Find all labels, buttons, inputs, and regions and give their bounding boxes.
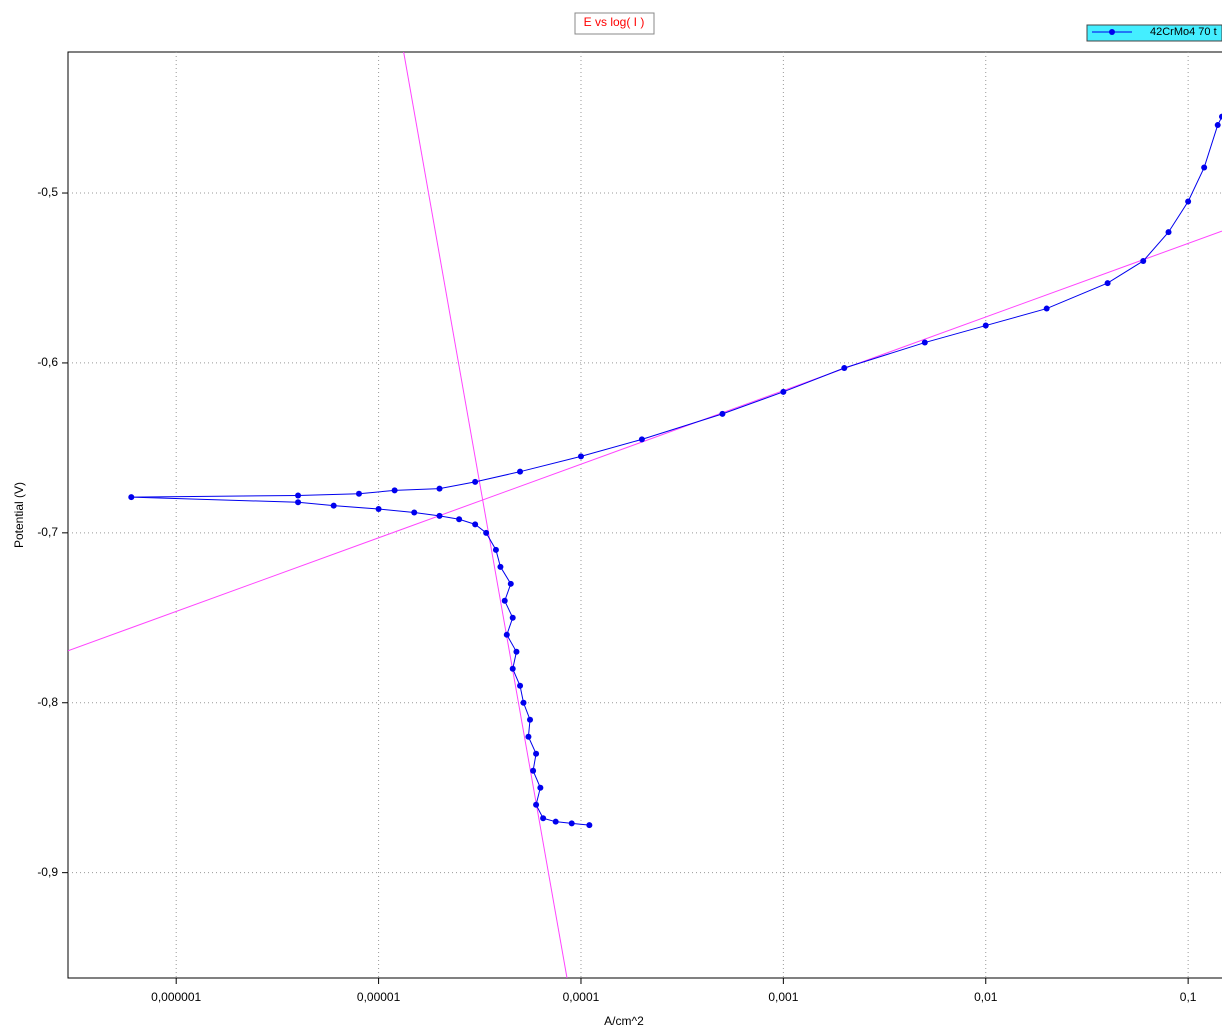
legend: [1086, 24, 1222, 42]
legend-marker: [1109, 29, 1115, 35]
data-point: [503, 631, 510, 638]
y-tick-label: -0,7: [37, 525, 58, 539]
x-tick-label: 0,000001: [151, 990, 201, 1004]
data-point: [1219, 113, 1222, 120]
data-point: [509, 614, 516, 621]
data-point: [638, 436, 645, 443]
data-point: [517, 468, 524, 475]
data-point: [517, 682, 524, 689]
x-tick-label: 0,0001: [563, 990, 600, 1004]
data-point: [295, 499, 302, 506]
legend-label: 42CrMo4 70 t: [1150, 26, 1217, 38]
y-tick-label: -0,5: [37, 185, 58, 199]
data-point: [527, 716, 534, 723]
tafel-fit-line: [68, 230, 1222, 652]
data-point: [1043, 305, 1050, 312]
data-point: [501, 597, 508, 604]
data-point: [497, 563, 504, 570]
data-point: [1185, 198, 1192, 205]
data-point: [1214, 122, 1221, 129]
data-point: [492, 546, 499, 553]
series-line: [131, 116, 1222, 826]
y-axis-label: Potential (V): [12, 482, 26, 548]
y-tick-label: -0,9: [37, 865, 58, 879]
data-point: [520, 699, 527, 706]
data-point: [1104, 280, 1111, 287]
x-tick-label: 0,1: [1180, 990, 1197, 1004]
data-point: [509, 665, 516, 672]
x-axis-label: A/cm^2: [604, 1014, 644, 1028]
data-point: [719, 410, 726, 417]
data-point: [1201, 164, 1208, 171]
data-point: [525, 733, 532, 740]
data-point: [436, 512, 443, 519]
data-point: [982, 322, 989, 329]
data-point: [128, 494, 135, 501]
data-point: [507, 580, 514, 587]
data-point: [537, 784, 544, 791]
title-box: [574, 12, 655, 35]
x-tick-label: 0,00001: [357, 990, 401, 1004]
y-tick-label: -0,6: [37, 355, 58, 369]
data-point: [577, 453, 584, 460]
data-point: [841, 365, 848, 372]
data-point: [780, 388, 787, 395]
data-point: [586, 822, 593, 829]
tafel-fit-line: [403, 52, 568, 978]
data-point: [530, 767, 537, 774]
data-point: [513, 648, 520, 655]
data-point: [472, 478, 479, 485]
data-point: [436, 485, 443, 492]
data-point: [375, 506, 382, 513]
data-point: [1140, 257, 1147, 264]
data-point: [456, 516, 463, 523]
data-point: [483, 529, 490, 536]
data-point: [533, 801, 540, 808]
data-point: [552, 818, 559, 825]
y-tick-label: -0,8: [37, 695, 58, 709]
data-point: [472, 521, 479, 528]
data-point: [411, 509, 418, 516]
data-point: [330, 502, 337, 509]
x-tick-label: 0,01: [974, 990, 998, 1004]
data-point: [568, 820, 575, 827]
x-tick-label: 0,001: [768, 990, 798, 1004]
data-point: [540, 815, 547, 822]
data-point: [921, 339, 928, 346]
data-point: [533, 750, 540, 757]
chart-title: E vs log( I ): [584, 15, 645, 29]
data-point: [295, 492, 302, 499]
data-point: [355, 490, 362, 497]
plot-area: [67, 51, 1222, 979]
data-point: [1165, 229, 1172, 236]
data-point: [391, 487, 398, 494]
